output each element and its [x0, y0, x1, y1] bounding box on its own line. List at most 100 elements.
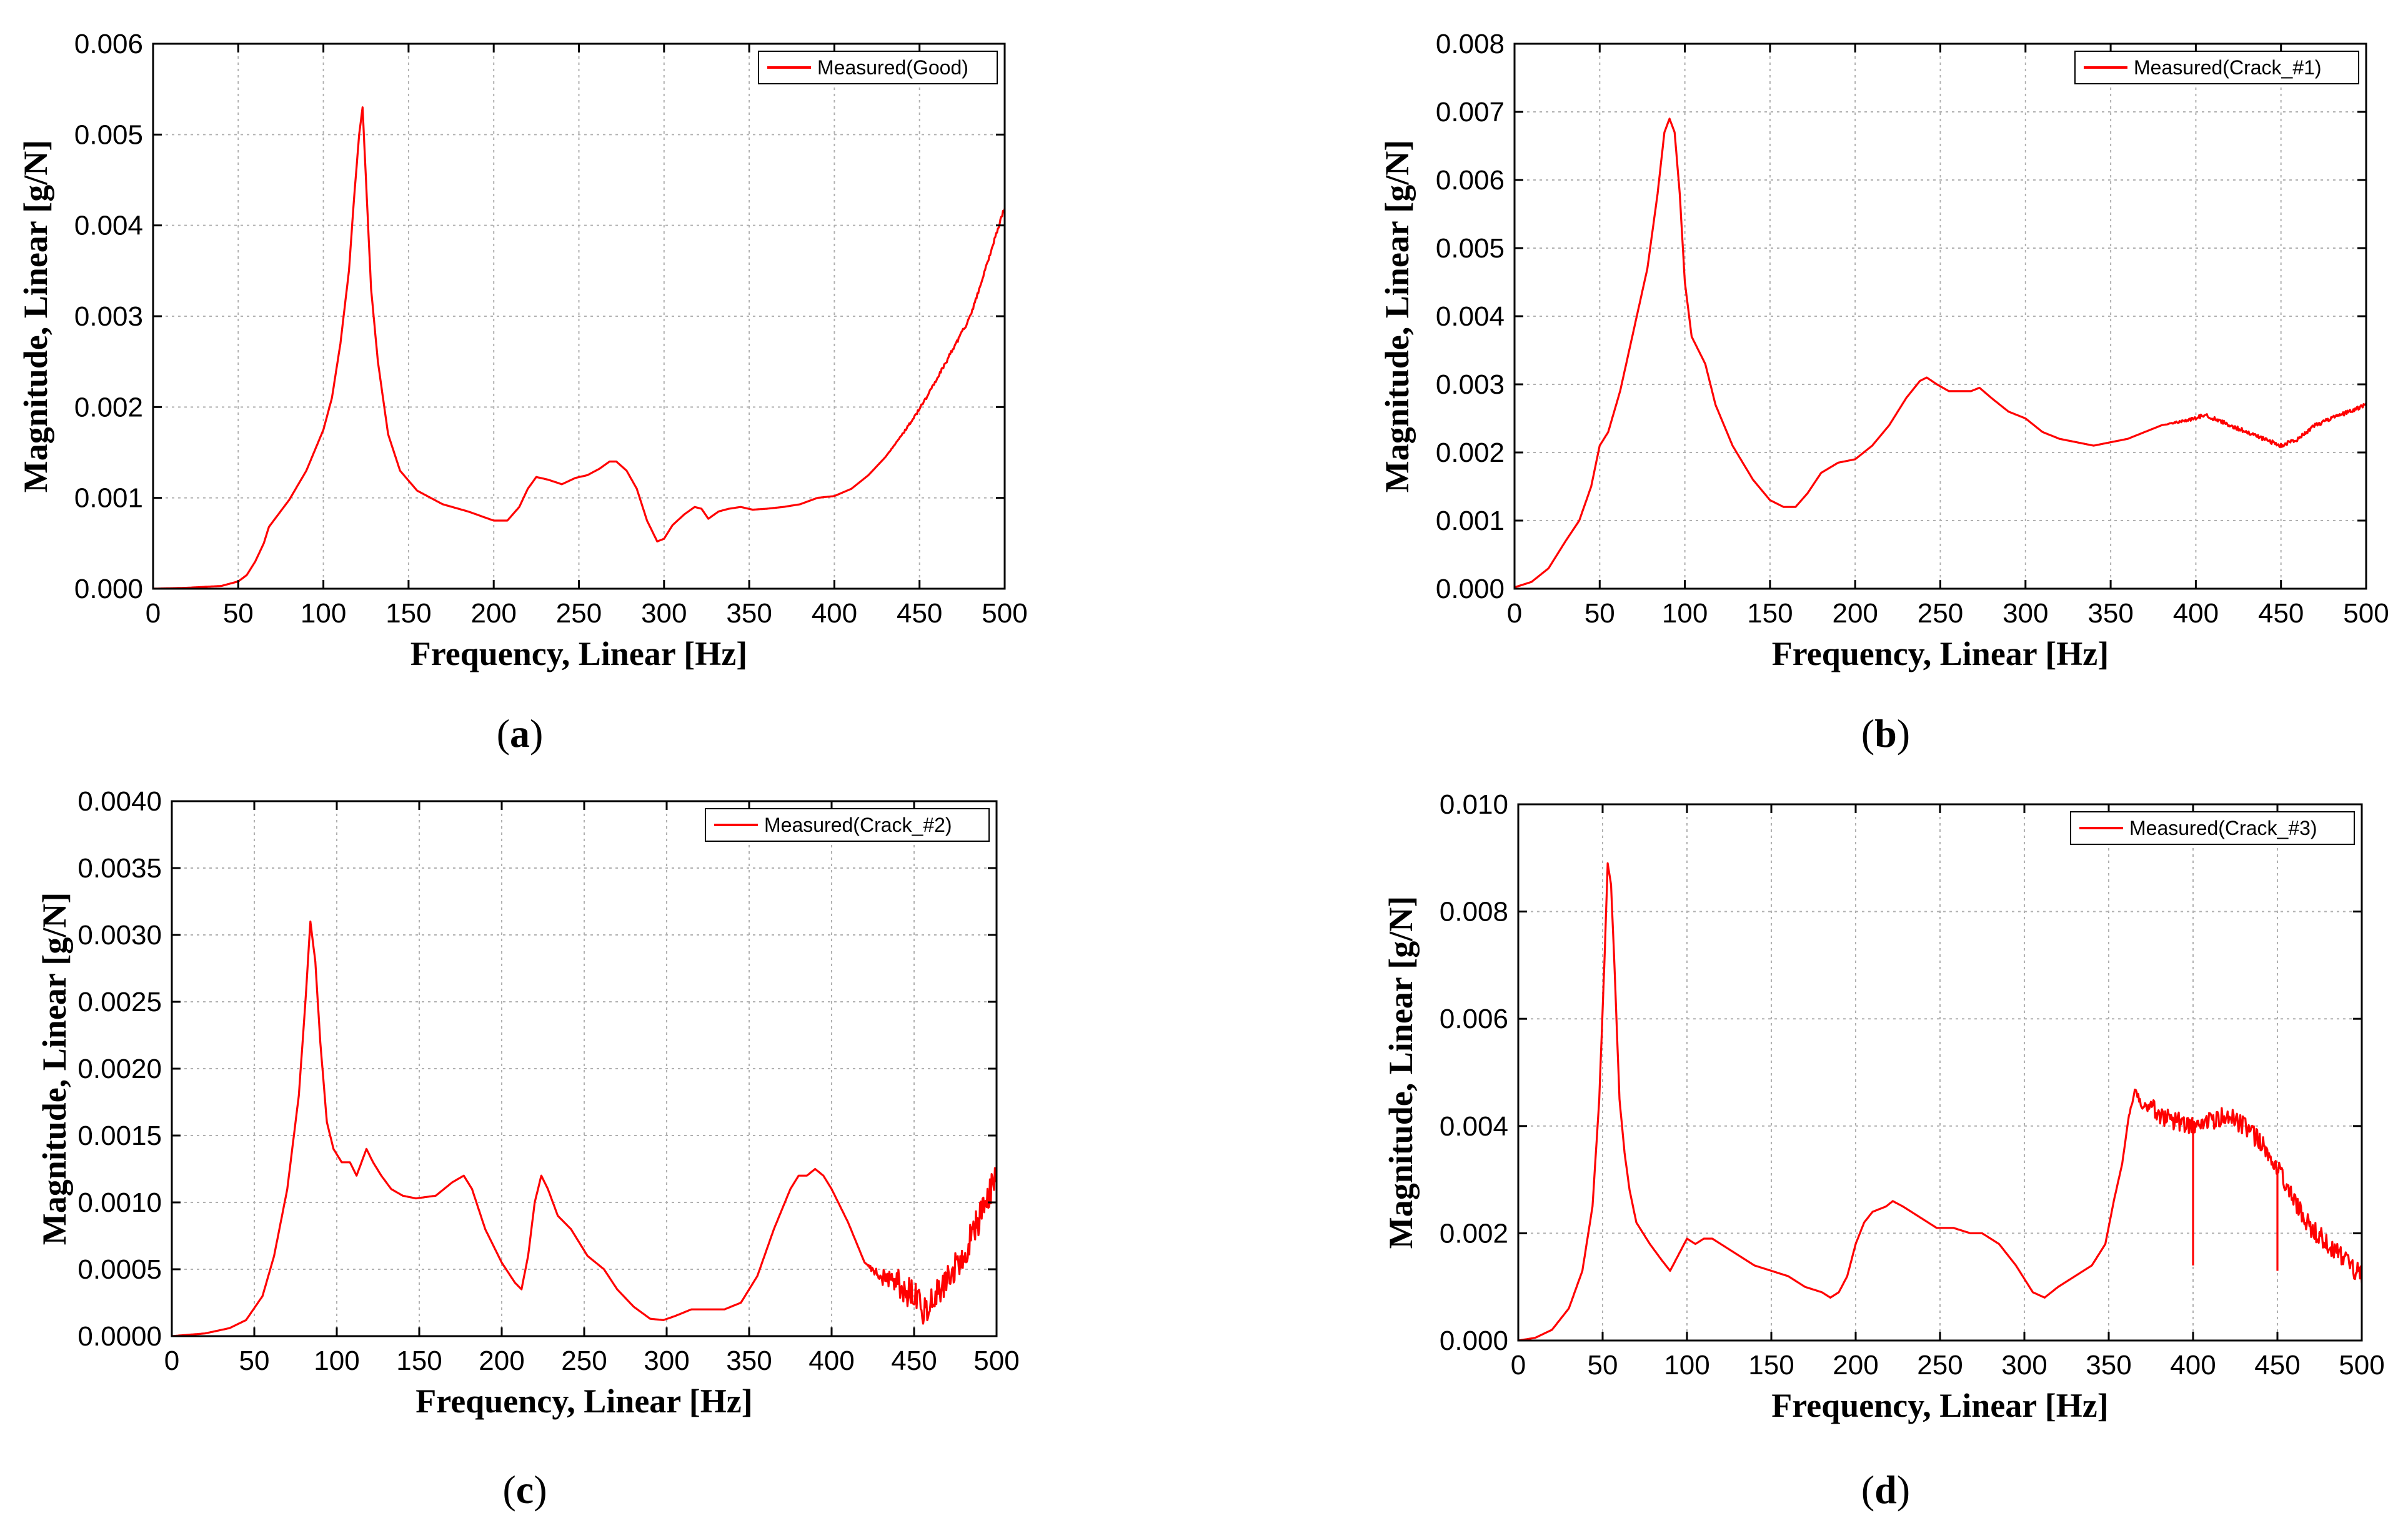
panel-caption: (d): [1861, 1467, 1910, 1512]
y-tick-label: 0.004: [74, 211, 143, 241]
y-tick-label: 0.0020: [77, 1054, 162, 1084]
x-tick-label: 150: [396, 1346, 442, 1376]
panel-caption: (c): [502, 1467, 547, 1512]
x-tick-label: 100: [301, 598, 346, 629]
y-tick-label: 0.000: [74, 574, 143, 604]
x-tick-label: 200: [479, 1346, 524, 1376]
legend-label: Measured(Crack_#1): [2134, 56, 2322, 79]
legend-label: Measured(Good): [817, 56, 968, 79]
chart-panel-b: 0 50 100 150 200 250 300 350 400 450 500 0.000 0.001…: [1378, 29, 2389, 756]
x-tick-label: 250: [1918, 598, 1963, 629]
x-tick-label: 350: [726, 598, 772, 629]
chart-panel-d: 0 50 100 150 200 250 300 350 400 450 500 0.000 0.002…: [1382, 789, 2385, 1512]
y-tick-label: 0.006: [1440, 1004, 1508, 1034]
y-tick-label: 0.007: [1436, 97, 1505, 127]
x-tick-label: 200: [1833, 1350, 1878, 1381]
legend: Measured(Crack_#3): [2070, 811, 2355, 845]
x-tick-label: 300: [2001, 1350, 2047, 1381]
y-tick-label: 0.008: [1440, 897, 1508, 927]
y-axis-title: Magnitude, Linear [g/N]: [17, 140, 54, 493]
x-tick-label: 250: [1917, 1350, 1963, 1381]
chart-panel-a: 0 50 100 150 200 250 300 350 400 450 500 0.000 0.001…: [17, 29, 1028, 756]
x-tick-label: 300: [2003, 598, 2048, 629]
x-tick-label: 450: [897, 598, 942, 629]
y-tick-label: 0.006: [1436, 165, 1505, 196]
y-tick-label: 0.004: [1436, 301, 1505, 332]
y-tick-label: 0.005: [74, 119, 143, 150]
x-tick-label: 0: [1511, 1350, 1526, 1381]
x-tick-label: 50: [1588, 1350, 1618, 1381]
x-axis-title: Frequency, Linear [Hz]: [415, 1382, 752, 1420]
x-tick-label: 350: [726, 1346, 772, 1376]
x-tick-label: 350: [2086, 1350, 2131, 1381]
y-tick-label: 0.0025: [77, 987, 162, 1017]
x-tick-label: 500: [973, 1346, 1019, 1376]
x-tick-label: 150: [386, 598, 431, 629]
y-tick-label: 0.0015: [77, 1121, 162, 1151]
x-tick-label: 100: [314, 1346, 359, 1376]
y-tick-label: 0.0000: [77, 1321, 162, 1352]
x-tick-label: 50: [239, 1346, 270, 1376]
legend: Measured(Crack_#1): [2074, 51, 2359, 84]
x-tick-label: 50: [223, 598, 254, 629]
x-tick-label: 200: [1832, 598, 1878, 629]
x-tick-label: 300: [641, 598, 687, 629]
x-tick-label: 350: [2087, 598, 2133, 629]
x-tick-label: 300: [644, 1346, 689, 1376]
y-tick-label: 0.002: [1436, 437, 1505, 468]
series-line-d: [1518, 862, 2362, 1341]
y-axis-title: Magnitude, Linear [g/N]: [36, 892, 73, 1246]
y-tick-label: 0.005: [1436, 233, 1505, 264]
y-tick-label: 0.0030: [77, 920, 162, 951]
y-tick-label: 0.002: [1440, 1218, 1508, 1249]
x-tick-label: 500: [982, 598, 1027, 629]
y-axis-title: Magnitude, Linear [g/N]: [1378, 140, 1416, 493]
x-tick-label: 100: [1662, 598, 1708, 629]
x-tick-label: 0: [146, 598, 161, 629]
y-tick-label: 0.0040: [77, 786, 162, 817]
y-tick-label: 0.003: [74, 301, 143, 332]
x-tick-label: 50: [1585, 598, 1615, 629]
x-tick-label: 400: [812, 598, 857, 629]
x-tick-label: 400: [2170, 1350, 2216, 1381]
y-tick-label: 0.000: [1440, 1326, 1508, 1356]
x-axis-title: Frequency, Linear [Hz]: [410, 635, 747, 672]
legend: Measured(Good): [758, 51, 998, 84]
x-tick-label: 500: [2343, 598, 2389, 629]
x-tick-label: 450: [2258, 598, 2304, 629]
x-tick-label: 400: [2173, 598, 2219, 629]
y-tick-label: 0.001: [1436, 506, 1505, 536]
panel-caption: (b): [1861, 711, 1910, 756]
y-axis-title: Magnitude, Linear [g/N]: [1382, 896, 1420, 1249]
y-tick-label: 0.0010: [77, 1187, 162, 1218]
legend-label: Measured(Crack_#3): [2129, 817, 2317, 839]
x-tick-label: 450: [891, 1346, 937, 1376]
y-tick-label: 0.002: [74, 392, 143, 422]
x-tick-label: 400: [808, 1346, 854, 1376]
series-line-a: [153, 106, 1005, 589]
y-tick-label: 0.0035: [77, 853, 162, 884]
x-axis-title: Frequency, Linear [Hz]: [1772, 635, 2109, 672]
x-tick-label: 0: [1507, 598, 1522, 629]
axes-frame: [1517, 803, 2363, 1342]
x-tick-label: 250: [556, 598, 602, 629]
series-line-b: [1515, 117, 2366, 589]
x-tick-label: 450: [2254, 1350, 2300, 1381]
legend: Measured(Crack_#2): [705, 808, 990, 842]
x-tick-label: 100: [1664, 1350, 1709, 1381]
x-tick-label: 200: [470, 598, 516, 629]
panel-caption: (a): [497, 711, 544, 756]
y-tick-label: 0.008: [1436, 29, 1505, 59]
y-tick-label: 0.0005: [77, 1254, 162, 1285]
y-tick-label: 0.004: [1440, 1111, 1508, 1142]
y-tick-label: 0.000: [1436, 574, 1505, 604]
x-tick-label: 150: [1747, 598, 1793, 629]
x-tick-label: 0: [164, 1346, 179, 1376]
x-tick-label: 150: [1748, 1350, 1794, 1381]
series-line-c: [172, 920, 997, 1336]
x-axis-title: Frequency, Linear [Hz]: [1771, 1387, 2108, 1424]
y-tick-label: 0.010: [1440, 789, 1508, 820]
chart-panel-c: 0 50 100 150 200 250 300 350 400 450 500 0.0000 0.00…: [36, 786, 1020, 1512]
y-tick-label: 0.001: [74, 483, 143, 514]
